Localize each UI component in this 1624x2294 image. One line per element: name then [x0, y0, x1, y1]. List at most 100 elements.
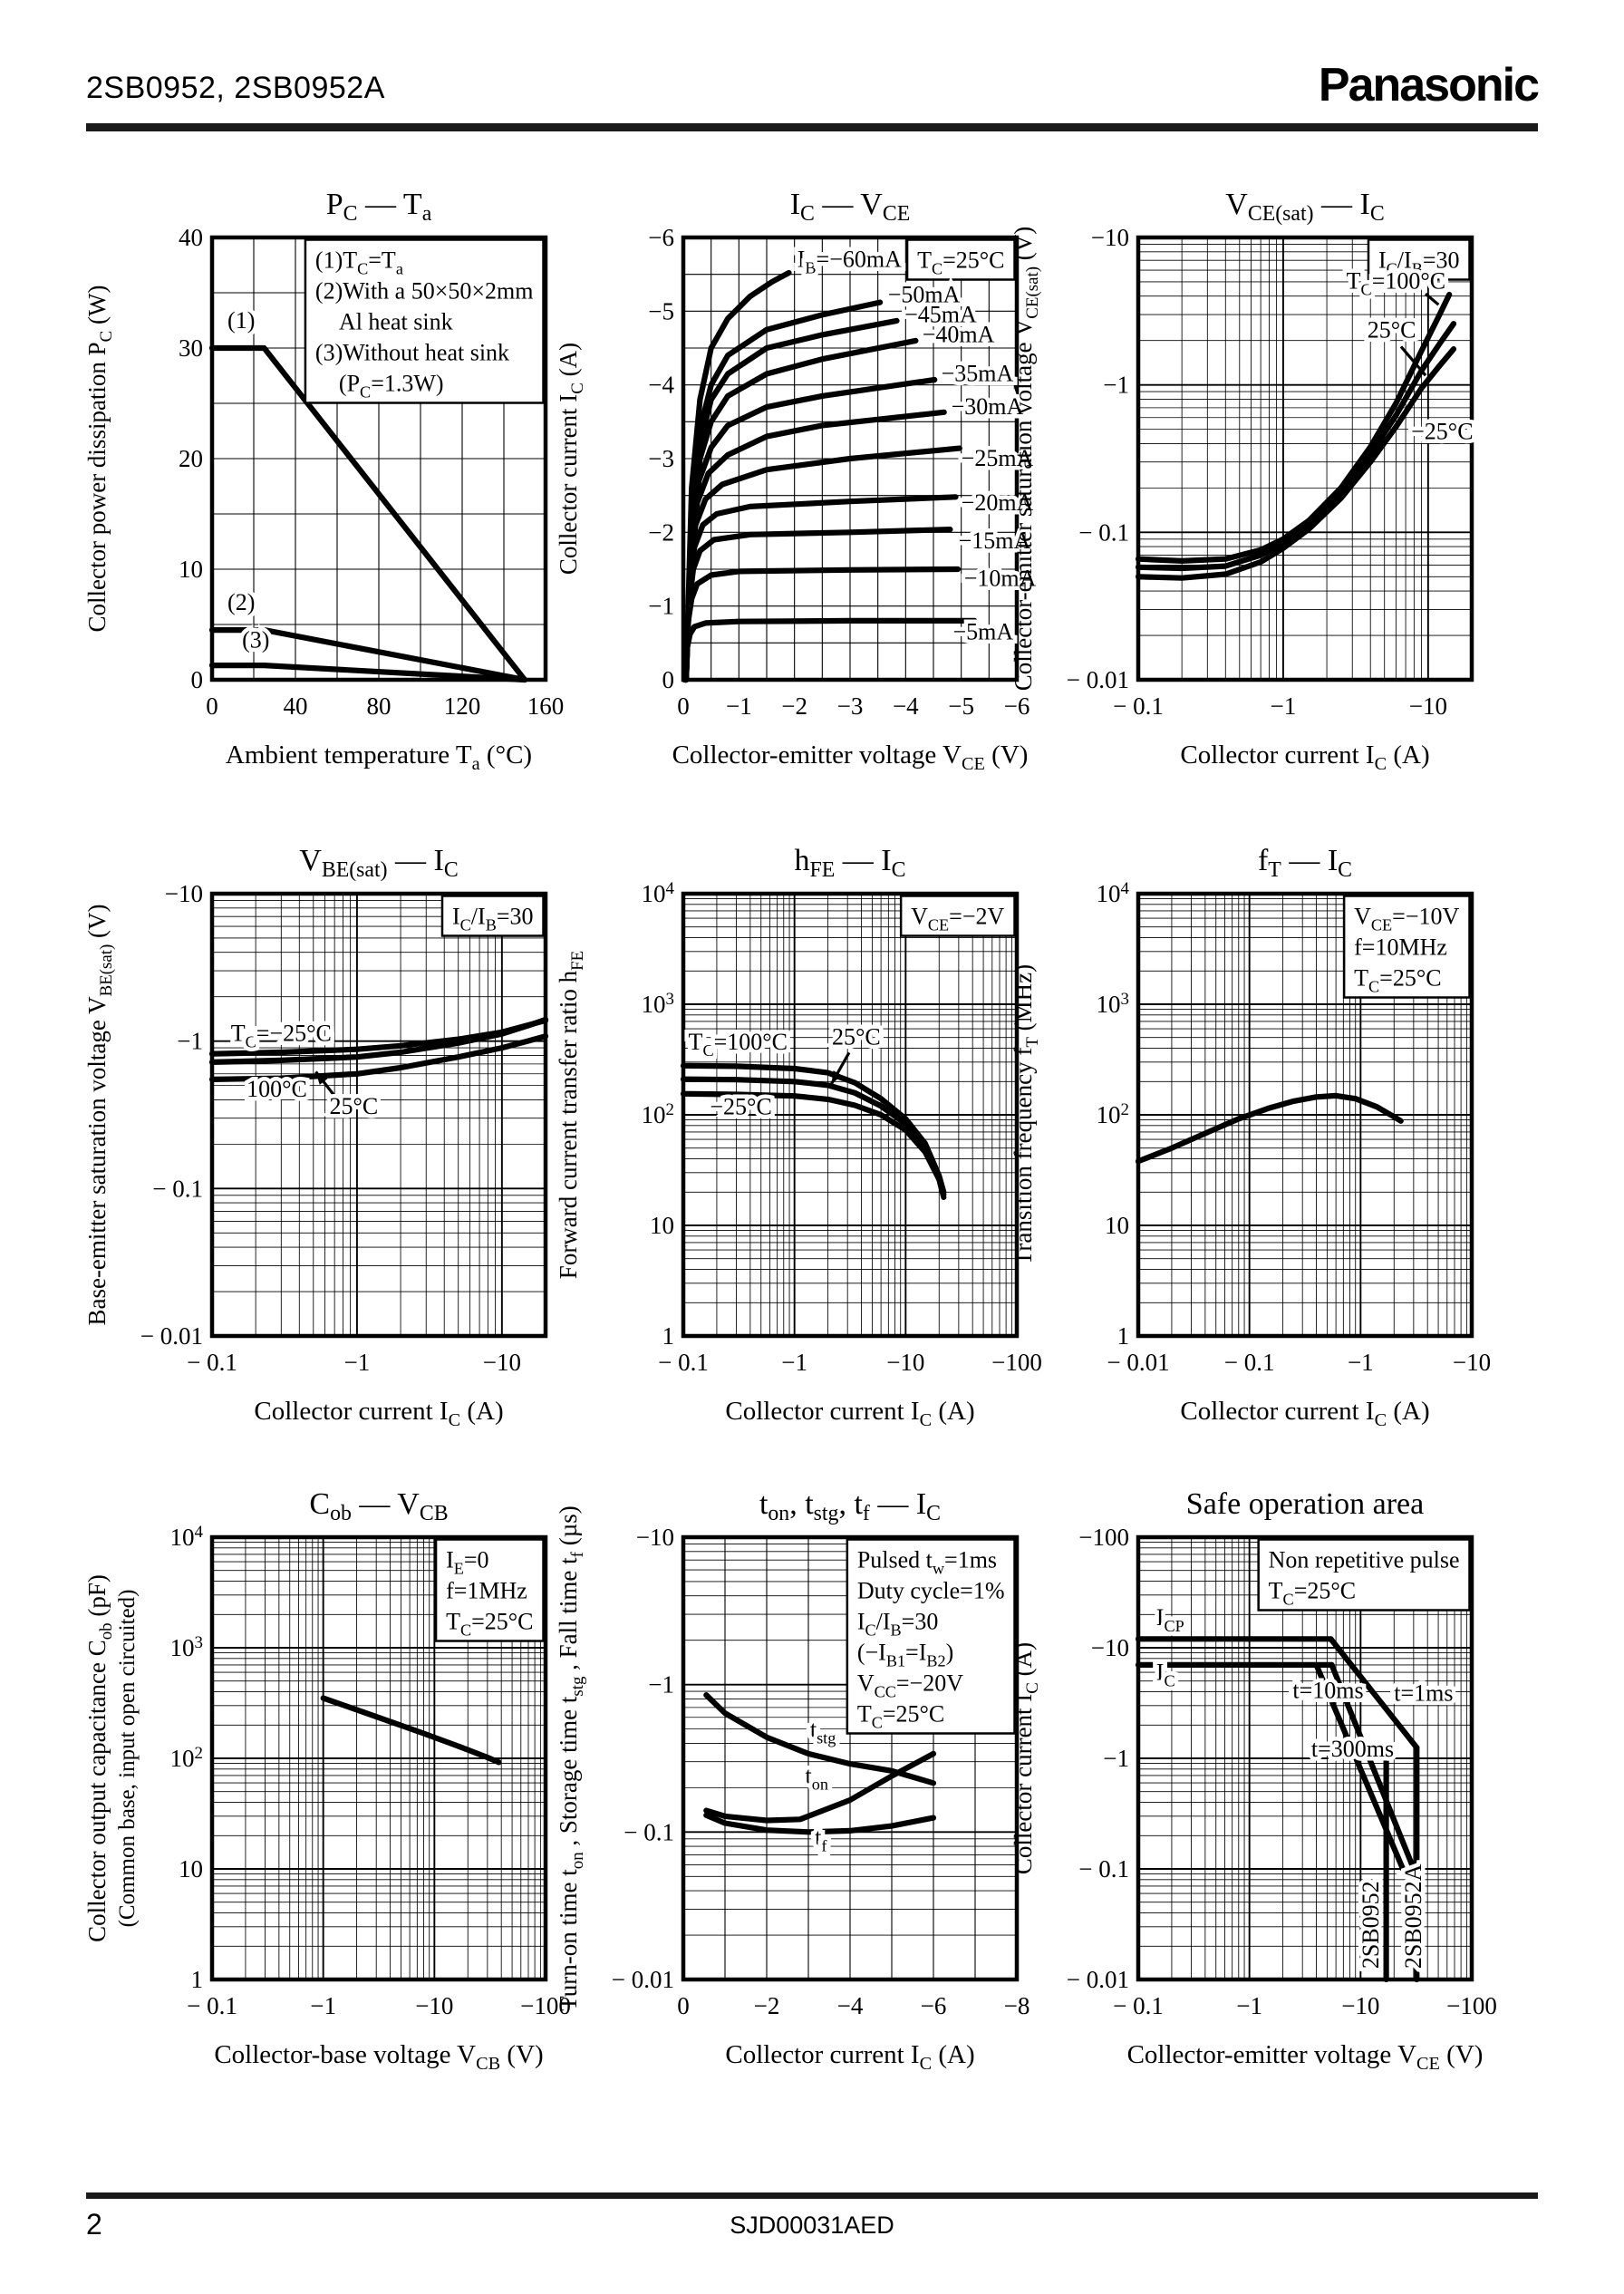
svg-text:Collector-emitter voltage VCE: Collector-emitter voltage VCE (V) [1127, 2040, 1484, 2074]
svg-text:− 0.1: − 0.1 [1224, 1349, 1275, 1376]
svg-text:(2)With a 50×50×2mm: (2)With a 50×50×2mm [315, 278, 534, 305]
svg-text:− 0.1: − 0.1 [1113, 1992, 1164, 2019]
svg-text:−5: −5 [648, 297, 674, 324]
svg-text:Ambient temperature Ta (°C): Ambient temperature Ta (°C) [226, 740, 532, 774]
svg-text:−1: −1 [177, 1028, 203, 1055]
svg-text:−1: −1 [648, 593, 674, 620]
svg-text:80: 80 [367, 692, 392, 720]
svg-text:−15mA: −15mA [959, 528, 1031, 554]
svg-text:tf: tf [815, 1824, 827, 1854]
svg-text:−10: −10 [1091, 1634, 1129, 1661]
svg-text:TC=25°C: TC=25°C [446, 1609, 533, 1640]
svg-text:−50mA: −50mA [888, 282, 961, 308]
svg-text:ton: ton [805, 1762, 827, 1793]
svg-text:−4: −4 [893, 692, 919, 720]
svg-text:−10: −10 [1341, 1992, 1379, 2019]
svg-text:102: 102 [170, 1744, 203, 1772]
svg-text:−10: −10 [1409, 692, 1447, 720]
svg-text:Collector current IC (A): Collector current IC (A) [1180, 740, 1429, 774]
svg-text:104: 104 [1097, 879, 1130, 907]
svg-text:IC/IB=30: IC/IB=30 [857, 1609, 939, 1640]
svg-text:−1: −1 [310, 1992, 336, 2019]
svg-text:ton, tstg, tf — IC: ton, tstg, tf — IC [759, 1487, 941, 1525]
svg-text:− 0.01: − 0.01 [1107, 1349, 1169, 1376]
svg-text:102: 102 [642, 1100, 674, 1128]
svg-text:Collector current IC (A): Collector current IC (A) [1010, 1642, 1042, 1874]
svg-text:−1: −1 [1236, 1992, 1262, 2019]
svg-text:120: 120 [444, 692, 481, 720]
svg-text:Cob — VCB: Cob — VCB [309, 1487, 448, 1525]
svg-text:Turn-on time ton , Storage tim: Turn-on time ton , Storage time tstg , F… [555, 1505, 587, 2011]
svg-text:Al heat sink: Al heat sink [315, 309, 453, 335]
chart-vcesat-ic: VCE(sat) — IC Collector current IC (A) Col… [1010, 188, 1477, 774]
svg-text:f=1MHz: f=1MHz [446, 1578, 527, 1604]
svg-text:Collector current IC (A): Collector current IC (A) [1180, 1397, 1429, 1430]
svg-text:IC/IB=30: IC/IB=30 [452, 904, 534, 934]
svg-text:10: 10 [650, 1212, 674, 1239]
svg-text:25°C: 25°C [329, 1093, 378, 1119]
svg-text:−10: −10 [886, 1349, 924, 1376]
part-numbers: 2SB0952, 2SB0952A [86, 71, 385, 105]
svg-text:VBE(sat) — IC: VBE(sat) — IC [299, 844, 458, 882]
svg-text:t=300ms: t=300ms [1311, 1736, 1394, 1762]
svg-text:−100: −100 [520, 1992, 571, 2019]
svg-text:− 0.1: − 0.1 [624, 1818, 674, 1845]
svg-text:25°C: 25°C [832, 1024, 881, 1050]
svg-text:−1: −1 [1271, 692, 1297, 720]
svg-text:Collector-emitter saturation v: Collector-emitter saturation voltage VCE… [1010, 227, 1042, 692]
svg-text:Collector current IC (A): Collector current IC (A) [725, 2040, 974, 2074]
svg-text:VCE=−10V: VCE=−10V [1354, 904, 1459, 934]
svg-text:− 0.1: − 0.1 [1078, 1855, 1129, 1883]
document-code: SJD00031AED [730, 2212, 894, 2239]
svg-text:(3): (3) [242, 627, 269, 653]
svg-text:−3: −3 [648, 445, 674, 472]
svg-text:−10: −10 [1091, 224, 1129, 251]
svg-text:0: 0 [662, 666, 675, 693]
svg-text:−10: −10 [636, 1524, 674, 1551]
svg-text:IE=0: IE=0 [446, 1547, 488, 1578]
svg-text:103: 103 [642, 990, 674, 1018]
svg-text:0: 0 [677, 692, 690, 720]
svg-text:−100: −100 [991, 1349, 1042, 1376]
svg-text:TC=25°C: TC=25°C [1354, 965, 1441, 996]
svg-text:−10: −10 [165, 880, 203, 907]
svg-text:Transition frequency fT (MHz: Transition frequency fT (MHz) [1010, 964, 1042, 1265]
svg-text:VCE=−2V: VCE=−2V [911, 904, 1004, 934]
svg-text:(1): (1) [227, 307, 255, 334]
footer-rule [86, 2192, 1538, 2199]
svg-text:Non repetitive pulse: Non repetitive pulse [1269, 1547, 1460, 1573]
svg-text:−35mA: −35mA [942, 361, 1014, 387]
chart-vbesat-ic: VBE(sat) — IC Collector current IC (A) Bas… [83, 844, 549, 1430]
svg-text:VCC=−20V: VCC=−20V [857, 1670, 963, 1701]
svg-text:Forward current transfer ratio: Forward current transfer ratio hFE [555, 951, 587, 1279]
svg-text:−2: −2 [754, 1992, 780, 2019]
svg-text:−10: −10 [415, 1992, 453, 2019]
svg-text:tstg: tstg [810, 1717, 836, 1747]
svg-text:−1: −1 [781, 1349, 807, 1376]
svg-text:f=10MHz: f=10MHz [1354, 934, 1447, 961]
svg-text:104: 104 [170, 1523, 204, 1551]
svg-text:ICP: ICP [1156, 1604, 1184, 1635]
svg-text:TC=25°C: TC=25°C [917, 247, 1004, 278]
svg-text:− 0.1: − 0.1 [1113, 692, 1164, 720]
svg-text:2SB0952A: 2SB0952A [1400, 1863, 1426, 1969]
svg-text:TC=25°C: TC=25°C [857, 1701, 944, 1732]
svg-text:103: 103 [1097, 990, 1129, 1018]
svg-text:−25°C: −25°C [1411, 418, 1473, 444]
svg-text:(1)TC=Ta: (1)TC=Ta [315, 247, 403, 278]
chart-times-ic: ton, tstg, tf — IC Collector current IC (… [555, 1487, 1030, 2074]
svg-text:104: 104 [642, 879, 675, 907]
svg-text:2SB0952: 2SB0952 [1358, 1881, 1384, 1969]
svg-text:− 0.01: − 0.01 [1067, 666, 1129, 693]
svg-text:−20mA: −20mA [962, 489, 1034, 516]
svg-text:IC/IB=30: IC/IB=30 [1378, 247, 1460, 278]
svg-text:100°C: 100°C [246, 1076, 307, 1102]
svg-text:−3: −3 [837, 692, 864, 720]
svg-text:Collector-base voltage VCB (: Collector-base voltage VCB (V) [214, 2040, 543, 2074]
svg-text:Base-emitter saturation voltag: Base-emitter saturation voltage VBE(sat)… [83, 904, 116, 1325]
svg-text:− 0.1: − 0.1 [187, 1349, 237, 1376]
svg-text:t=10ms: t=10ms [1292, 1678, 1363, 1704]
svg-text:1: 1 [662, 1322, 675, 1350]
chart-ic-vce: IC — VCE Collector-emitter voltage VCE (V… [555, 188, 1040, 774]
